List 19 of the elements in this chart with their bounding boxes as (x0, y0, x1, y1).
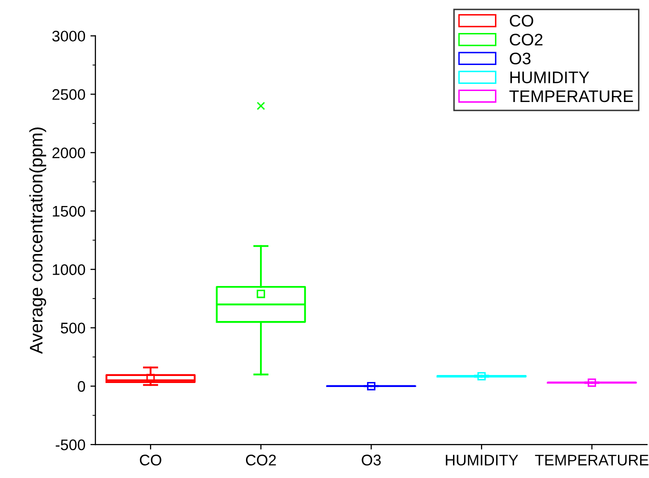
y-tick-label: 2000 (52, 147, 86, 158)
legend-label: HUMIDITY (510, 72, 590, 84)
y-tick-label: 3000 (52, 30, 86, 42)
legend-label: TEMPERATURE (509, 90, 634, 102)
y-tick-label: 0 (78, 381, 86, 392)
legend-label: CO2 (510, 34, 542, 46)
legend-label: CO (510, 14, 534, 27)
y-tick-label: 500 (60, 322, 86, 334)
y-tick-label: 1500 (52, 206, 86, 217)
x-tick-label: O3 (362, 454, 381, 466)
x-tick-label: HUMIDITY (446, 454, 518, 466)
x-tick-label: CO2 (246, 454, 276, 466)
y-axis-title: Average concentration(ppm) (29, 128, 46, 354)
x-tick-label: TEMPERATURE (535, 454, 648, 466)
y-tick-label: 2500 (52, 89, 86, 100)
y-tick-label: -500 (56, 439, 86, 450)
legend-label: O3 (510, 52, 531, 64)
x-tick-label: CO (140, 454, 162, 466)
y-tick-label: 1000 (52, 264, 86, 276)
